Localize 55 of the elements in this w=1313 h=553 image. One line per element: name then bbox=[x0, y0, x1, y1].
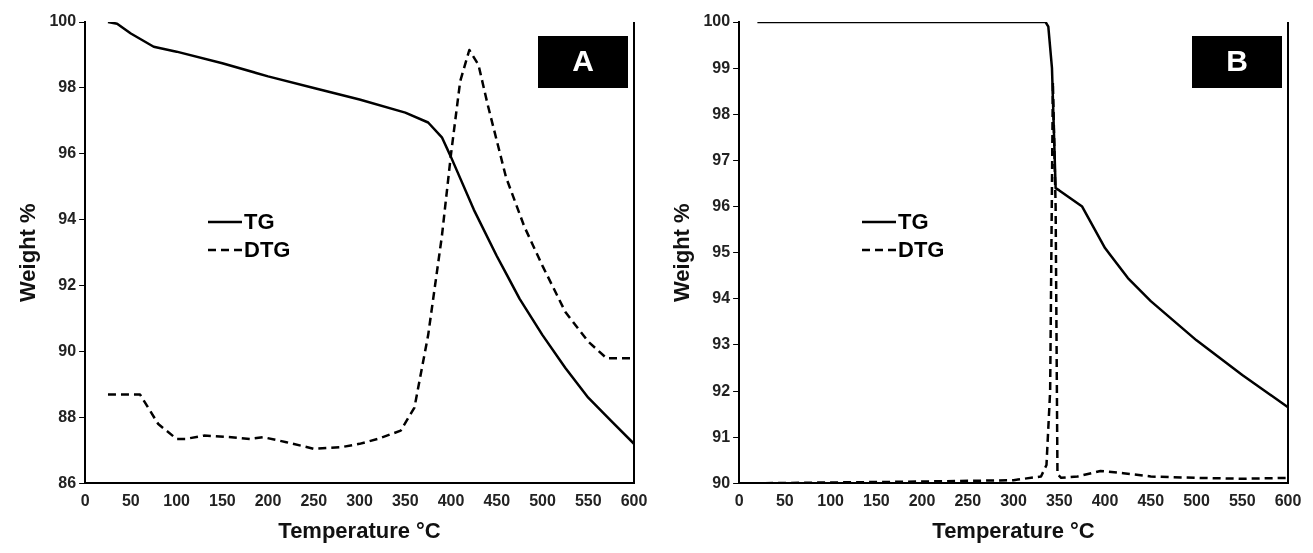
y-tick-label: 98 bbox=[58, 78, 77, 96]
y-tick-label: 98 bbox=[712, 104, 731, 122]
annotation: A bbox=[572, 44, 594, 78]
x-tick-label: 300 bbox=[346, 492, 373, 510]
x-tick-label: 500 bbox=[1183, 492, 1210, 510]
x-axis-title: Temperature °C bbox=[278, 517, 441, 543]
legend-label: DTG bbox=[244, 236, 291, 264]
y-tick-label: 100 bbox=[703, 12, 731, 30]
x-tick-label: 400 bbox=[437, 492, 465, 510]
x-tick-label: 600 bbox=[620, 492, 648, 510]
y-tick-label: 96 bbox=[712, 196, 731, 214]
x-tick-label: 200 bbox=[254, 492, 282, 510]
x-tick-label: 550 bbox=[574, 492, 602, 510]
y-tick-label: 100 bbox=[49, 12, 77, 30]
y-tick-label: 90 bbox=[58, 341, 77, 359]
x-tick-label: 200 bbox=[908, 492, 936, 510]
y-tick-label: 96 bbox=[58, 144, 77, 162]
y-tick-label: 94 bbox=[712, 289, 731, 307]
x-tick-label: 600 bbox=[1274, 492, 1302, 510]
x-tick-label: 450 bbox=[483, 492, 511, 510]
x-tick-label: 50 bbox=[121, 492, 140, 510]
x-tick-label: 300 bbox=[1000, 492, 1027, 510]
x-tick-label: 150 bbox=[862, 492, 890, 510]
legend-label: DTG bbox=[898, 236, 945, 264]
y-tick-label: 92 bbox=[58, 276, 77, 294]
x-tick-label: 100 bbox=[163, 492, 191, 510]
x-tick-label: 550 bbox=[1228, 492, 1256, 510]
y-tick-label: 97 bbox=[712, 150, 731, 168]
legend-label: TG bbox=[898, 208, 929, 236]
x-tick-label: 250 bbox=[954, 492, 982, 510]
x-tick-label: 350 bbox=[391, 492, 419, 510]
y-tick-label: 90 bbox=[712, 473, 731, 491]
legend-label: TG bbox=[244, 208, 275, 236]
x-tick-label: 500 bbox=[529, 492, 556, 510]
annotation: B bbox=[1226, 44, 1248, 78]
y-tick-label: 95 bbox=[712, 243, 731, 261]
y-tick-label: 93 bbox=[712, 335, 731, 353]
y-tick-label: 88 bbox=[58, 407, 77, 425]
x-axis-title: Temperature °C bbox=[932, 517, 1095, 543]
y-tick-label: 99 bbox=[712, 58, 731, 76]
x-tick-label: 150 bbox=[208, 492, 236, 510]
x-tick-label: 100 bbox=[817, 492, 845, 510]
y-tick-label: 86 bbox=[58, 473, 77, 491]
x-tick-label: 250 bbox=[300, 492, 328, 510]
y-tick-label: 91 bbox=[712, 427, 731, 445]
x-tick-label: 450 bbox=[1137, 492, 1165, 510]
x-tick-label: 400 bbox=[1091, 492, 1119, 510]
y-tick-label: 94 bbox=[58, 210, 77, 228]
y-tick-label: 92 bbox=[712, 381, 731, 399]
x-tick-label: 50 bbox=[775, 492, 794, 510]
y-axis-title: Weight % bbox=[669, 203, 695, 302]
x-tick-label: 350 bbox=[1045, 492, 1073, 510]
x-tick-label: 0 bbox=[734, 492, 744, 510]
x-tick-label: 0 bbox=[80, 492, 90, 510]
y-axis-title: Weight % bbox=[15, 203, 41, 302]
